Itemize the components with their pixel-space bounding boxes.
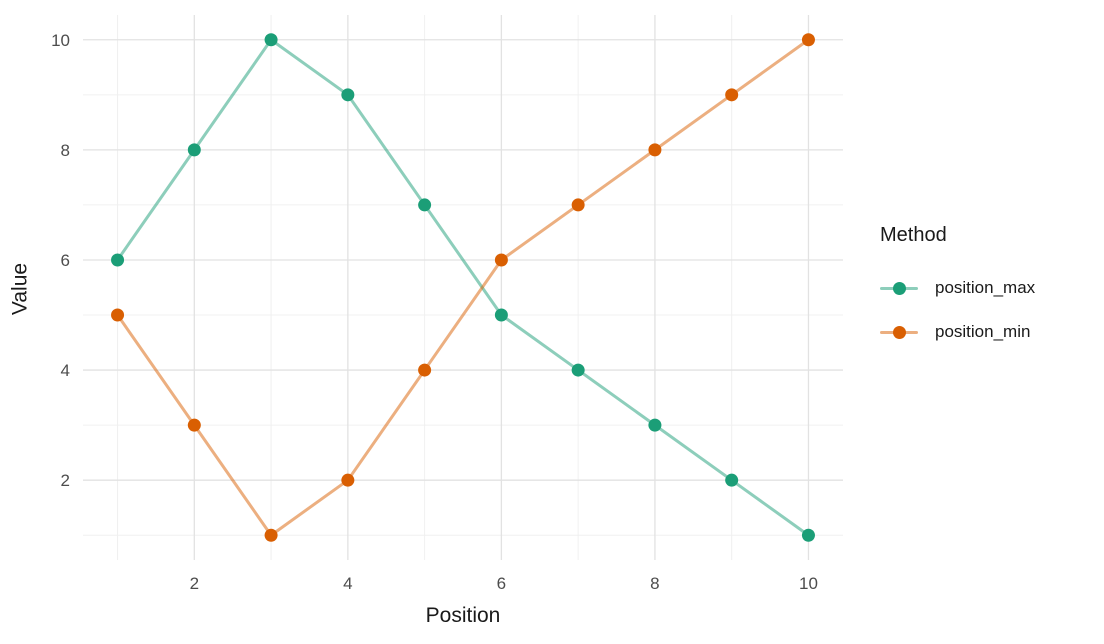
- series-position_max: [111, 33, 815, 542]
- legend-key-dot-icon: [892, 281, 906, 295]
- y-tick-label: 2: [61, 471, 70, 490]
- series-position_min: [111, 33, 815, 542]
- legend-entry-position-max: position_max: [880, 266, 1035, 310]
- y-tick-label: 8: [61, 141, 70, 160]
- data-point: [571, 198, 585, 212]
- data-point: [571, 363, 585, 377]
- data-point: [341, 88, 355, 102]
- legend-key-dot-icon: [892, 325, 906, 339]
- data-point: [264, 33, 278, 47]
- x-tick-label: 2: [190, 574, 199, 593]
- x-axis-title: Position: [425, 604, 501, 627]
- data-point: [494, 253, 508, 267]
- series-line-position_max: [116, 38, 810, 537]
- data-point: [418, 198, 432, 212]
- legend-key-position-max: [880, 281, 918, 295]
- y-tick-labels: 2 4 6 8 10: [51, 31, 70, 490]
- grid-minor: [83, 15, 843, 560]
- data-point: [648, 418, 662, 432]
- y-tick-label: 10: [51, 31, 70, 50]
- legend: Method position_max position_min: [880, 222, 1035, 354]
- data-point: [111, 253, 125, 267]
- data-point: [111, 308, 125, 322]
- y-tick-label: 4: [61, 361, 70, 380]
- legend-label: position_max: [935, 278, 1036, 297]
- data-point: [341, 473, 355, 487]
- x-tick-labels: 2 4 6 8 10: [190, 574, 818, 593]
- x-tick-label: 8: [650, 574, 659, 593]
- data-point: [725, 473, 739, 487]
- data-point: [801, 33, 815, 47]
- legend-key-position-min: [880, 325, 918, 339]
- x-tick-label: 4: [343, 574, 352, 593]
- legend-entries: position_max position_min: [880, 266, 1035, 354]
- data-point: [648, 143, 662, 157]
- y-axis-title: Value: [8, 262, 32, 316]
- data-point: [725, 88, 739, 102]
- data-point: [494, 308, 508, 322]
- x-tick-label: 6: [497, 574, 506, 593]
- x-tick-label: 10: [799, 574, 818, 593]
- legend-entry-position-min: position_min: [880, 310, 1035, 354]
- data-point: [264, 528, 278, 542]
- legend-title: Method: [880, 224, 947, 246]
- data-point: [418, 363, 432, 377]
- data-point: [187, 418, 201, 432]
- y-tick-label: 6: [61, 251, 70, 270]
- series-line-position_min: [116, 38, 810, 537]
- data-point: [187, 143, 201, 157]
- data-point: [801, 528, 815, 542]
- legend-label: position_min: [935, 322, 1031, 341]
